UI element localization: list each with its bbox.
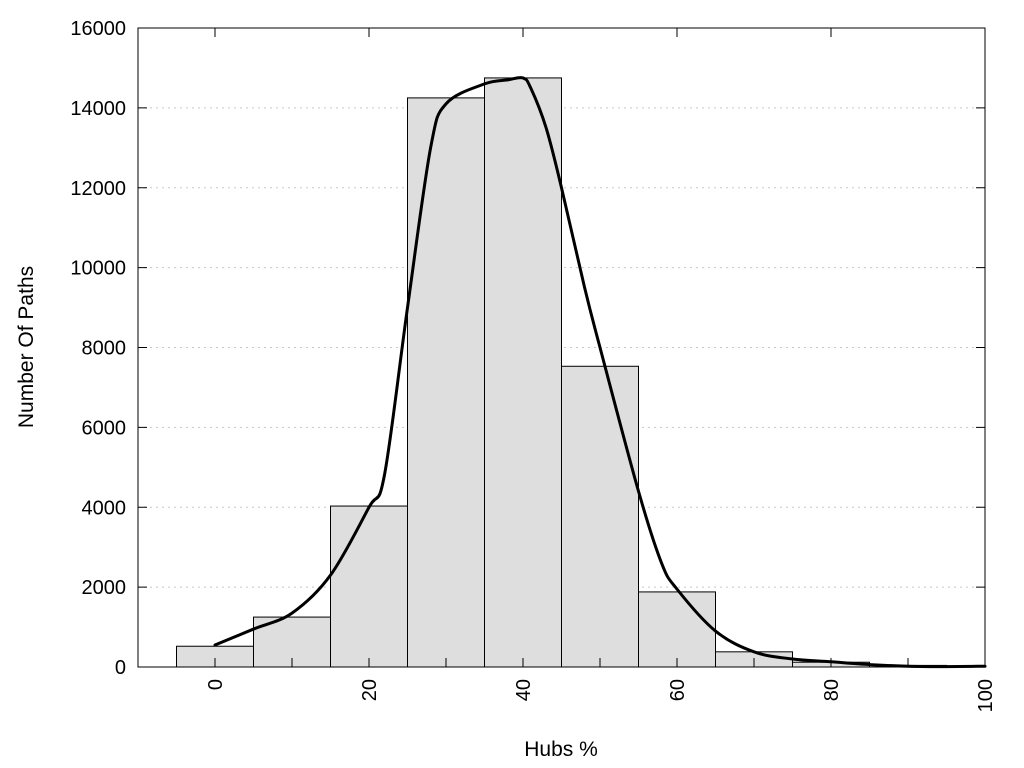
density-curve-layer <box>213 76 987 669</box>
histogram-bar <box>638 591 716 668</box>
x-tick-label: 0 <box>205 679 227 690</box>
density-curve <box>213 76 987 669</box>
histogram-bar <box>484 77 562 668</box>
axis-ticks <box>138 27 986 668</box>
y-tick-label: 4000 <box>82 497 127 519</box>
y-tick-label: 8000 <box>82 338 127 360</box>
tick-labels: 0 2000 4000 6000 8000 10000 12000 14000 16000 0 20… <box>70 18 997 712</box>
histogram-bar <box>330 505 408 668</box>
x-tick-label: 60 <box>667 679 689 701</box>
x-tick-label: 100 <box>975 679 997 712</box>
x-tick-label: 80 <box>821 679 843 701</box>
y-tick-label: 10000 <box>70 258 126 280</box>
y-tick-label: 14000 <box>70 98 126 120</box>
histogram-bars <box>176 77 986 668</box>
histogram-bar <box>561 365 639 668</box>
y-tick-label: 16000 <box>70 18 126 40</box>
y-tick-label: 2000 <box>82 577 127 599</box>
x-tick-label: 40 <box>513 679 535 701</box>
y-tick-label: 6000 <box>82 417 127 439</box>
y-tick-label: 12000 <box>70 178 126 200</box>
x-axis-title: Hubs % <box>524 738 598 761</box>
histogram-bar <box>407 97 485 668</box>
y-tick-label: 0 <box>115 657 126 679</box>
x-tick-label: 20 <box>359 679 381 701</box>
y-axis-title: Number Of Paths <box>15 266 38 428</box>
